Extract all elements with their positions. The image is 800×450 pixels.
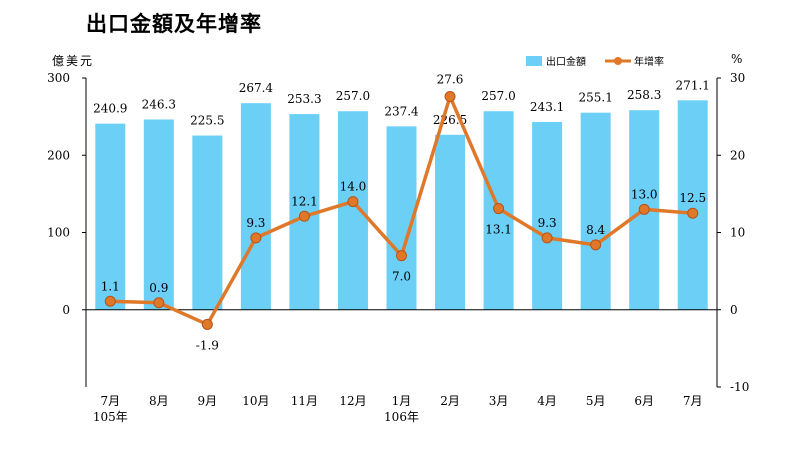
rate-value-label-2: -1.9 — [196, 338, 219, 352]
rate-value-label-9: 9.3 — [538, 216, 557, 230]
year-label-0: 105年 — [93, 410, 128, 424]
x-tick-label-8: 3月 — [489, 394, 509, 408]
bar-value-label-6: 237.4 — [384, 104, 419, 118]
x-tick-label-5: 12月 — [339, 394, 366, 408]
right-tick-label-0: 30 — [730, 71, 745, 85]
bar-9 — [532, 121, 563, 310]
bar-value-label-12: 271.1 — [676, 78, 710, 92]
rate-value-label-3: 9.3 — [246, 216, 265, 230]
right-tick-label-3: 0 — [730, 303, 738, 317]
rate-value-label-11: 13.0 — [631, 187, 658, 201]
rate-value-label-0: 1.1 — [101, 279, 120, 293]
bar-value-label-2: 225.5 — [190, 114, 224, 128]
growth-point-6 — [396, 250, 407, 262]
x-tick-label-1: 8月 — [149, 394, 169, 408]
growth-point-3 — [250, 232, 262, 244]
rate-value-label-8: 13.1 — [485, 223, 512, 237]
x-tick-label-9: 4月 — [537, 394, 557, 408]
growth-point-1 — [153, 297, 165, 309]
growth-point-9 — [541, 232, 553, 244]
rate-value-label-10: 8.4 — [586, 223, 605, 237]
bar-value-label-0: 240.9 — [93, 102, 127, 116]
bar-value-label-11: 258.3 — [627, 88, 661, 102]
left-tick-label-0: 300 — [47, 71, 70, 85]
bar-7 — [435, 134, 466, 310]
legend-swatch-marker — [614, 57, 622, 65]
year-label-1: 106年 — [384, 410, 419, 424]
growth-point-8 — [493, 203, 505, 215]
rate-value-label-6: 7.0 — [392, 270, 411, 284]
bar-value-label-1: 246.3 — [142, 97, 176, 111]
x-tick-label-12: 7月 — [683, 394, 703, 408]
growth-point-11 — [638, 203, 650, 215]
bar-value-label-10: 255.1 — [578, 91, 612, 105]
legend-label-bar: 出口金額 — [546, 55, 586, 68]
growth-point-5 — [347, 196, 359, 208]
bar-2 — [192, 135, 223, 310]
bar-value-label-8: 257.0 — [481, 89, 515, 103]
bar-3 — [240, 103, 271, 310]
bar-10 — [580, 112, 611, 310]
x-tick-label-3: 10月 — [242, 394, 269, 408]
left-tick-label-2: 100 — [47, 226, 70, 240]
x-tick-label-7: 2月 — [440, 394, 460, 408]
x-tick-label-6: 1月 — [392, 394, 412, 408]
left-tick-label-1: 200 — [47, 148, 70, 162]
bar-value-label-9: 243.1 — [530, 100, 564, 114]
legend-swatch-bar — [526, 56, 542, 66]
growth-point-10 — [590, 239, 602, 251]
bar-value-label-5: 257.0 — [336, 89, 370, 103]
x-tick-label-11: 6月 — [634, 394, 654, 408]
x-tick-label-10: 5月 — [586, 394, 606, 408]
left-axis-unit: 億美元 — [52, 54, 94, 68]
rate-value-label-4: 12.1 — [291, 194, 318, 208]
x-tick-label-4: 11月 — [291, 394, 318, 408]
right-tick-label-4: -10 — [730, 380, 749, 394]
growth-point-4 — [298, 210, 310, 222]
left-tick-label-3: 0 — [62, 303, 70, 317]
x-tick-label-2: 9月 — [198, 394, 218, 408]
bar-0 — [95, 123, 126, 310]
bar-12 — [677, 100, 708, 310]
right-tick-label-1: 20 — [730, 148, 745, 162]
bar-value-label-3: 267.4 — [239, 81, 274, 95]
bar-5 — [337, 111, 368, 310]
rate-value-label-1: 0.9 — [149, 281, 168, 295]
growth-point-2 — [201, 318, 213, 330]
rate-value-label-5: 14.0 — [340, 180, 367, 194]
growth-point-0 — [104, 295, 116, 307]
bar-1 — [143, 119, 174, 310]
growth-point-12 — [687, 207, 699, 219]
right-axis-unit: % — [731, 52, 742, 66]
x-tick-label-0: 7月 — [100, 394, 120, 408]
chart-title: 出口金額及年增率 — [86, 12, 262, 36]
rate-value-label-12: 12.5 — [679, 191, 706, 205]
legend-label-line: 年增率 — [634, 55, 664, 68]
right-tick-label-2: 10 — [730, 226, 745, 240]
bar-value-label-4: 253.3 — [287, 92, 321, 106]
growth-point-7 — [444, 91, 456, 103]
rate-value-label-7: 27.6 — [437, 73, 464, 87]
